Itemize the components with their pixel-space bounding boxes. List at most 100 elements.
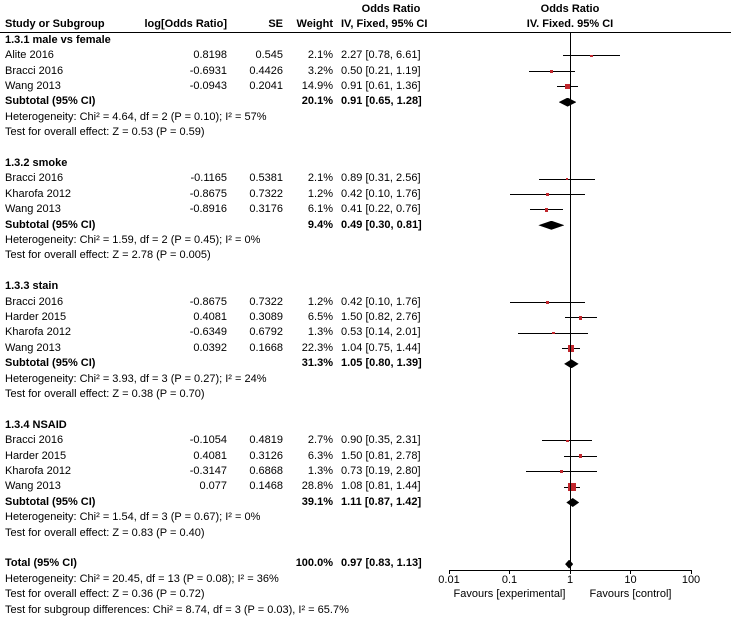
- study-log-odds-ratio: 0.077: [199, 480, 227, 493]
- footnote-row: Heterogeneity: Chi² = 1.59, df = 2 (P = …: [0, 233, 731, 248]
- study-log-odds-ratio: 0.4081: [193, 311, 227, 323]
- effect-size-marker: [550, 70, 554, 73]
- subgroup-header-row: 1.3.3 stain: [0, 279, 731, 294]
- study-name: Kharofa 2012: [5, 326, 72, 339]
- column-header-log-odds-ratio: log[Odds Ratio]: [144, 18, 228, 31]
- study-log-odds-ratio: 0.4081: [193, 449, 227, 462]
- study-se: 0.3126: [249, 449, 283, 462]
- total-row: Total (95% CI) 100.0% 0.97 [0.83, 1.13]: [0, 556, 731, 571]
- subtotal-row: Subtotal (95% CI) 31.3% 1.05 [0.80, 1.39]: [0, 356, 731, 371]
- footnote-row: Test for overall effect: Z = 2.78 (P = 0…: [0, 248, 731, 263]
- x-axis-tick: [630, 570, 631, 575]
- footnote-row: Test for subgroup differences: Chi² = 8.…: [0, 603, 731, 618]
- study-ci-text: 0.42 [0.10, 1.76]: [341, 295, 421, 308]
- footnote-text: Test for overall effect: Z = 0.36 (P = 0…: [5, 588, 205, 601]
- study-log-odds-ratio: 0.8198: [193, 49, 227, 62]
- study-ci-text: 2.27 [0.78, 6.61]: [341, 49, 421, 62]
- study-weight: 3.2%: [307, 64, 333, 77]
- study-row: Bracci 2016 -0.8675 0.7322 1.2% 0.42 [0.10, …: [0, 295, 731, 310]
- study-log-odds-ratio: -0.6931: [189, 64, 227, 77]
- column-header-study: Study or Subgroup: [5, 18, 105, 31]
- study-se: 0.2041: [249, 80, 283, 92]
- footnote-text: Test for overall effect: Z = 0.83 (P = 0…: [5, 526, 205, 539]
- study-ci-text: 0.90 [0.35, 2.31]: [341, 434, 421, 447]
- effect-size-marker: [568, 483, 576, 491]
- study-weight: 2.1%: [307, 172, 333, 185]
- study-log-odds-ratio: 0.0392: [193, 341, 227, 354]
- study-ci-text: 0.53 [0.14, 2.01]: [341, 326, 421, 339]
- study-name: Alite 2016: [5, 49, 54, 62]
- study-name: Wang 2013: [5, 480, 61, 493]
- footnote-text: Heterogeneity: Chi² = 20.45, df = 13 (P …: [5, 572, 279, 585]
- study-name: Bracci 2016: [5, 295, 64, 308]
- study-log-odds-ratio: -0.1165: [190, 172, 228, 185]
- study-weight: 2.1%: [307, 49, 333, 62]
- footnote-text: Heterogeneity: Chi² = 3.93, df = 3 (P = …: [5, 372, 267, 385]
- x-tick-label: 10: [624, 574, 637, 587]
- study-name: Kharofa 2012: [5, 465, 72, 477]
- study-name: Harder 2015: [5, 311, 67, 323]
- x-tick-label: 100: [681, 574, 701, 587]
- study-weight: 6.1%: [307, 203, 333, 216]
- subtotal-ci-text: 1.05 [0.80, 1.39]: [341, 357, 422, 370]
- effect-column-title: Odds Ratio: [361, 3, 421, 15]
- study-weight: 28.8%: [301, 480, 333, 493]
- subgroup-title: 1.3.4 NSAID: [5, 418, 67, 431]
- effect-size-marker: [578, 454, 583, 459]
- study-weight: 22.3%: [301, 341, 333, 354]
- footnote-row: Test for overall effect: Z = 0.83 (P = 0…: [0, 526, 731, 541]
- study-log-odds-ratio: -0.8916: [189, 203, 227, 216]
- column-header-weight: Weight: [296, 18, 333, 31]
- header-row-effect-titles: Odds Ratio Odds Ratio: [0, 2, 731, 17]
- study-row: Wang 2013 0.0392 0.1668 22.3% 1.04 [0.75, 1.…: [0, 341, 731, 356]
- study-log-odds-ratio: -0.1054: [189, 434, 227, 447]
- column-header-se: SE: [268, 18, 283, 31]
- study-se: 0.4426: [249, 64, 283, 77]
- study-se: 0.3089: [249, 311, 283, 323]
- subtotal-row: Subtotal (95% CI) 20.1% 0.91 [0.65, 1.28]: [0, 94, 731, 109]
- footnote-text: Test for overall effect: Z = 0.38 (P = 0…: [5, 388, 205, 400]
- study-ci-text: 0.50 [0.21, 1.19]: [341, 64, 421, 77]
- study-log-odds-ratio: -0.6349: [189, 326, 227, 339]
- study-weight: 6.5%: [307, 311, 333, 323]
- header-row-columns: Study or Subgroup log[Odds Ratio] SE Wei…: [0, 17, 731, 32]
- footnote-row: Heterogeneity: Chi² = 20.45, df = 13 (P …: [0, 572, 731, 587]
- study-weight: 1.2%: [307, 295, 333, 308]
- effect-size-marker: [552, 331, 555, 335]
- study-name: Bracci 2016: [5, 64, 64, 77]
- subgroup-header-row: 1.3.1 male vs female: [0, 33, 731, 48]
- effect-size-marker: [544, 208, 549, 212]
- subtotal-label: Subtotal (95% CI): [5, 95, 96, 108]
- plot-column-method: IV. Fixed. 95% CI: [526, 18, 614, 31]
- study-ci-text: 1.08 [0.81, 1.44]: [341, 480, 421, 493]
- study-name: Bracci 2016: [5, 434, 64, 447]
- study-row: Bracci 2016 -0.6931 0.4426 3.2% 0.50 [0.21, …: [0, 64, 731, 79]
- study-name: Harder 2015: [5, 449, 67, 462]
- x-tick-label: 0.01: [438, 574, 460, 587]
- footnote-text: Test for overall effect: Z = 0.53 (P = 0…: [5, 126, 205, 139]
- study-se: 0.3176: [249, 203, 283, 216]
- effect-size-marker: [578, 315, 583, 320]
- study-ci-text: 1.04 [0.75, 1.44]: [341, 341, 421, 354]
- subgroup-header-row: 1.3.4 NSAID: [0, 418, 731, 433]
- study-weight: 2.7%: [307, 434, 333, 447]
- footnote-row: Test for overall effect: Z = 0.36 (P = 0…: [0, 587, 731, 602]
- total-label: Total (95% CI): [5, 557, 77, 570]
- study-name: Wang 2013: [5, 80, 61, 92]
- pooled-effect-diamond: [565, 559, 574, 569]
- plot-column-title: Odds Ratio: [540, 3, 600, 15]
- pooled-effect-diamond: [538, 220, 565, 230]
- study-row: Harder 2015 0.4081 0.3089 6.5% 1.50 [0.82, 2…: [0, 310, 731, 325]
- pooled-effect-diamond: [558, 97, 577, 107]
- footnote-text: Test for overall effect: Z = 2.78 (P = 0…: [5, 249, 211, 262]
- study-ci-text: 0.41 [0.22, 0.76]: [341, 203, 421, 216]
- effect-size-marker: [560, 470, 564, 473]
- footnote-text: Heterogeneity: Chi² = 4.64, df = 2 (P = …: [5, 110, 267, 123]
- column-header-method: IV, Fixed, 95% CI: [341, 18, 428, 31]
- study-row: Kharofa 2012 -0.8675 0.7322 1.2% 0.42 [0.10,…: [0, 187, 731, 202]
- study-weight: 6.3%: [307, 449, 333, 462]
- footnote-text: Test for subgroup differences: Chi² = 8.…: [5, 603, 349, 616]
- subtotal-weight: 31.3%: [301, 357, 333, 370]
- line-of-no-effect: [569, 32, 571, 571]
- axis-label-favours-experimental: Favours [experimental]: [453, 588, 566, 601]
